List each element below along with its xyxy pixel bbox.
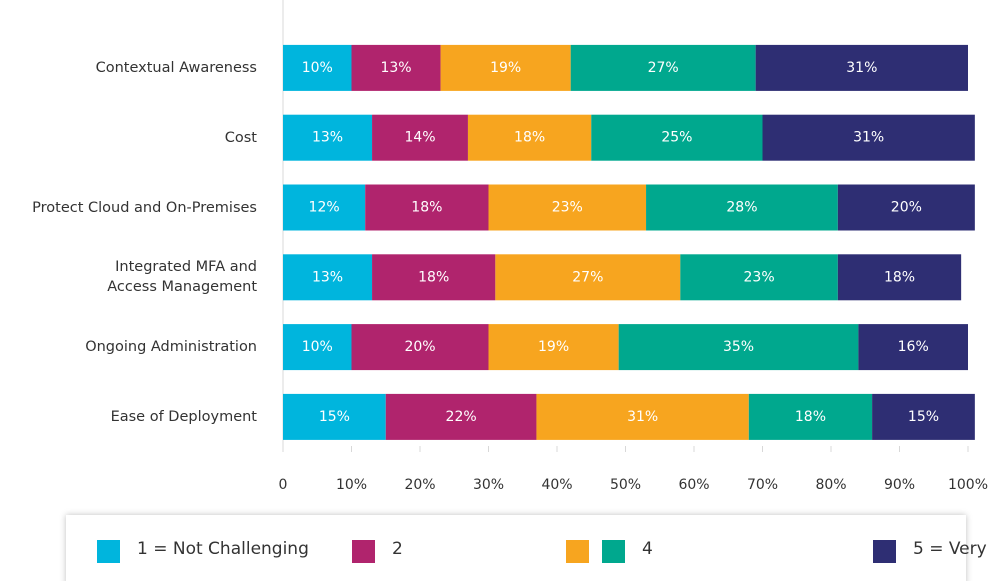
bar-segment (351, 324, 489, 371)
x-tick-label: 70% (747, 477, 778, 493)
bar-segment (283, 254, 373, 301)
category-label: Integrated MFA and Access Management (107, 259, 257, 296)
value-label: 23% (552, 200, 583, 216)
bar-segment (283, 393, 386, 440)
x-tick-label: 40% (541, 477, 572, 493)
category-label: Ongoing Administration (85, 339, 257, 356)
value-label: 20% (404, 339, 435, 355)
bar-segment (872, 393, 975, 440)
value-label: 27% (572, 269, 603, 285)
bar-segment (646, 184, 838, 231)
x-tick-label: 20% (404, 477, 435, 493)
bar-segment (385, 393, 537, 440)
x-tick-label: 30% (473, 477, 504, 493)
legend-label: 5 = Very Challenging (913, 539, 988, 559)
bar-segment (570, 44, 756, 91)
bar-segment (283, 114, 373, 161)
x-tick-label: 60% (678, 477, 709, 493)
bar-segment (762, 114, 975, 161)
value-label: 18% (884, 269, 915, 285)
legend-swatch (97, 540, 120, 563)
x-tick-label: 100% (948, 477, 988, 493)
value-label: 15% (319, 409, 350, 425)
bar-segment (283, 44, 352, 91)
x-tick-label: 0 (279, 477, 288, 493)
legend-swatch (566, 540, 589, 563)
value-label: 10% (302, 60, 333, 76)
value-label: 18% (514, 130, 545, 146)
bar-segment (837, 254, 962, 301)
value-label: 25% (661, 130, 692, 146)
bar-segment (858, 324, 968, 371)
value-label: 31% (853, 130, 884, 146)
bar-segment (283, 324, 352, 371)
legend: 1 = Not Challenging2345 = Very Challengi… (66, 515, 988, 581)
value-label: 18% (411, 200, 442, 216)
bar-segment (440, 44, 571, 91)
x-tick-label: 10% (336, 477, 367, 493)
bar-segment (495, 254, 681, 301)
value-label: 18% (795, 409, 826, 425)
category-label: Cost (224, 129, 257, 146)
bar-segment (680, 254, 838, 301)
value-label: 10% (302, 339, 333, 355)
bar-segment (837, 184, 975, 231)
value-label: 23% (744, 269, 775, 285)
value-label: 13% (312, 130, 343, 146)
x-tick-label: 90% (884, 477, 915, 493)
legend-swatch (873, 540, 896, 563)
value-label: 20% (891, 200, 922, 216)
category-label: Protect Cloud and On-Premises (32, 199, 257, 216)
legend-swatch (352, 540, 375, 563)
x-tick-label: 80% (815, 477, 846, 493)
value-label: 18% (418, 269, 449, 285)
bar-segment (372, 114, 468, 161)
value-label: 13% (380, 60, 411, 76)
value-label: 16% (898, 339, 929, 355)
value-label: 15% (908, 409, 939, 425)
category-label: Contextual Awareness (95, 59, 257, 76)
value-label: 28% (726, 200, 757, 216)
value-label: 14% (404, 130, 435, 146)
value-label: 35% (723, 339, 754, 355)
bar-segment (372, 254, 496, 301)
bar-segment (591, 114, 763, 161)
legend-label: 2 (392, 539, 403, 559)
bar-segment (467, 114, 592, 161)
bar-segment (618, 324, 859, 371)
legend-label: 4 (642, 539, 653, 559)
x-tick-label: 50% (610, 477, 641, 493)
value-label: 31% (627, 409, 658, 425)
bar-segment (755, 44, 968, 91)
value-label: 19% (538, 339, 569, 355)
category-label: Ease of Deployment (110, 408, 257, 425)
bar-segment (365, 184, 489, 231)
bar-segment (283, 184, 366, 231)
bar-segment (488, 184, 647, 231)
legend-label: 1 = Not Challenging (137, 539, 309, 559)
bar-segment (351, 44, 441, 91)
value-label: 31% (846, 60, 877, 76)
value-label: 27% (648, 60, 679, 76)
value-label: 13% (312, 269, 343, 285)
value-label: 19% (490, 60, 521, 76)
bar-segment (536, 393, 749, 440)
value-label: 12% (309, 200, 340, 216)
legend-swatch (602, 540, 625, 563)
bar-segment (748, 393, 873, 440)
value-label: 22% (446, 409, 477, 425)
bar-segment (488, 324, 619, 371)
